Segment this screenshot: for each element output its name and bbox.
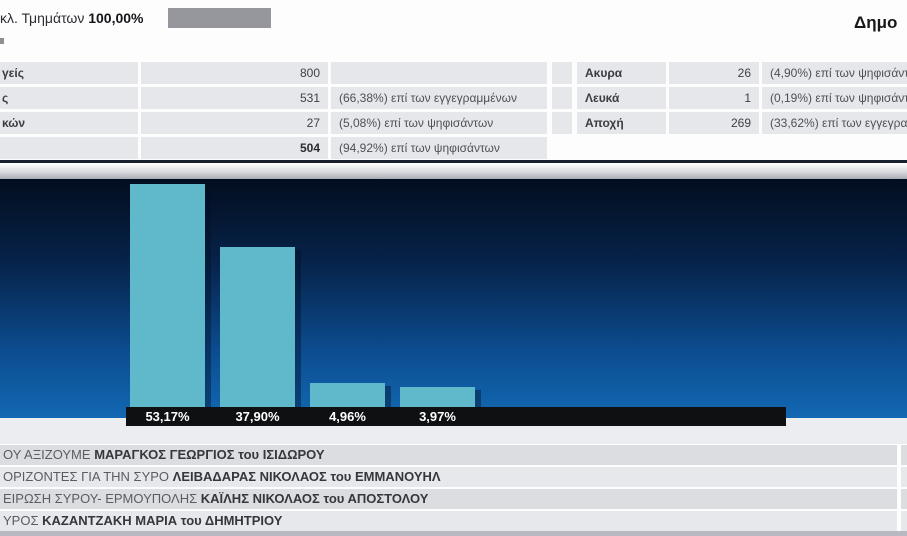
chart-plot-area: 53,17% 37,90% 4,96% 3,97% xyxy=(0,179,907,426)
stat-note xyxy=(331,62,547,84)
stat-label: Αποχή xyxy=(577,112,666,134)
candidate-row[interactable]: ΕΙΡΩΣΗ ΣΥΡΟΥ- ΕΡΜΟΥΠΟΛΗΣ ΚΑΪΛΗΣ ΝΙΚΟΛΑΟΣ… xyxy=(0,489,907,509)
stat-value: 27 xyxy=(141,112,328,134)
integration-label-text: κλ. Τμημάτων xyxy=(0,10,85,26)
clipped-text-fragment xyxy=(0,38,4,44)
candidate-name: ΚΑΪΛΗΣ ΝΙΚΟΛΑΟΣ του ΑΠΟΣΤΟΛΟΥ xyxy=(200,491,429,506)
bar-candidate-3 xyxy=(310,383,385,407)
stat-value: 1 xyxy=(669,87,759,109)
table-row: κών 27 (5,08%) επί των ψηφισάντων Αποχή … xyxy=(0,112,907,134)
stat-value: 269 xyxy=(669,112,759,134)
stat-value: 800 xyxy=(141,62,328,84)
integration-percentage: 100,00% xyxy=(88,10,144,26)
list-bottom-border xyxy=(0,531,907,536)
candidate-name: ΚΑΖΑΝΤΖΑΚΗ ΜΑΡΙΑ του ΔΗΜΗΤΡΙΟΥ xyxy=(42,513,283,528)
candidate-name: ΛΕΙΒΑΔΑΡΑΣ ΝΙΚΟΛΑΟΣ του ΕΜΜΑΝΟΥΗΛ xyxy=(172,469,441,484)
clipped-cell xyxy=(552,62,572,84)
stat-label: Λευκά xyxy=(577,87,666,109)
bar-value-label: 37,90% xyxy=(235,409,280,424)
table-row: ς 531 (66,38%) επί των εγγεγραμμένων Λευ… xyxy=(0,87,907,109)
bar-candidate-4 xyxy=(400,387,475,407)
candidate-entry: ΥΡΟΣ ΚΑΖΑΝΤΖΑΚΗ ΜΑΡΙΑ του ΔΗΜΗΤΡΙΟΥ xyxy=(0,511,897,531)
integration-progress-label: κλ. Τμημάτων 100,00% xyxy=(0,10,144,26)
stat-note: (94,92%) επί των ψηφισάντων xyxy=(331,137,547,159)
table-row: 504 (94,92%) επί των ψηφισάντων xyxy=(0,137,907,159)
bar-value-label: 53,17% xyxy=(145,409,190,424)
stat-label xyxy=(0,137,138,159)
clipped-cell xyxy=(552,112,572,134)
clipped-cell xyxy=(901,445,907,465)
chart-gloss-strip xyxy=(0,163,907,179)
candidate-row[interactable]: ΥΡΟΣ ΚΑΖΑΝΤΖΑΚΗ ΜΑΡΙΑ του ΔΗΜΗΤΡΙΟΥ xyxy=(0,511,907,531)
party-name: ΟΥ ΑΞΙΖΟΥΜΕ xyxy=(3,447,91,462)
bar-value-label: 4,96% xyxy=(329,409,366,424)
candidate-row[interactable]: ΟΥ ΑΞΙΖΟΥΜΕ ΜΑΡΑΓΚΟΣ ΓΕΩΡΓΙΟΣ του ΙΣΙΔΩΡ… xyxy=(0,445,907,465)
party-name: ΕΙΡΩΣΗ ΣΥΡΟΥ- ΕΡΜΟΥΠΟΛΗΣ xyxy=(3,491,198,506)
stat-note: (0,19%) επί των ψηφισάντων xyxy=(762,87,907,109)
bar-candidate-2 xyxy=(220,247,295,407)
clipped-cell xyxy=(552,87,572,109)
stat-value: 531 xyxy=(141,87,328,109)
integration-progress-bar xyxy=(168,8,271,28)
party-name: ΟΡΙΖΟΝΤΕΣ ΓΙΑ ΤΗΝ ΣΥΡΟ xyxy=(3,469,170,484)
clipped-cell xyxy=(901,511,907,531)
results-bar-chart: 53,17% 37,90% 4,96% 3,97% xyxy=(0,160,907,426)
stat-label: γείς xyxy=(0,62,138,84)
stat-label: Ακυρα xyxy=(577,62,666,84)
stat-label: ς xyxy=(0,87,138,109)
party-name: ΥΡΟΣ xyxy=(3,513,39,528)
candidates-list: ΟΥ ΑΞΙΖΟΥΜΕ ΜΑΡΑΓΚΟΣ ΓΕΩΡΓΙΟΣ του ΙΣΙΔΩΡ… xyxy=(0,444,907,536)
candidate-name: ΜΑΡΑΓΚΟΣ ΓΕΩΡΓΙΟΣ του ΙΣΙΔΩΡΟΥ xyxy=(94,447,325,462)
stat-note: (5,08%) επί των ψηφισάντων xyxy=(331,112,547,134)
stat-label: κών xyxy=(0,112,138,134)
bar-value-label: 3,97% xyxy=(419,409,456,424)
stat-value: 504 xyxy=(141,137,328,159)
stat-note: (4,90%) επί των ψηφισάντων xyxy=(762,62,907,84)
clipped-cell xyxy=(901,467,907,487)
table-row: γείς 800 Ακυρα 26 (4,90%) επί των ψηφισά… xyxy=(0,62,907,84)
stat-value: 26 xyxy=(669,62,759,84)
stat-note: (33,62%) επί των εγγεγραμμένων xyxy=(762,112,907,134)
candidate-entry: ΕΙΡΩΣΗ ΣΥΡΟΥ- ΕΡΜΟΥΠΟΛΗΣ ΚΑΪΛΗΣ ΝΙΚΟΛΑΟΣ… xyxy=(0,489,897,509)
statistics-tables: γείς 800 Ακυρα 26 (4,90%) επί των ψηφισά… xyxy=(0,62,907,160)
bar-candidate-1 xyxy=(130,184,205,407)
percentage-band: 53,17% 37,90% 4,96% 3,97% xyxy=(126,407,786,426)
clipped-cell xyxy=(901,489,907,509)
page-title: Δημο xyxy=(854,13,898,32)
candidate-entry: ΟΡΙΖΟΝΤΕΣ ΓΙΑ ΤΗΝ ΣΥΡΟ ΛΕΙΒΑΔΑΡΑΣ ΝΙΚΟΛΑ… xyxy=(0,467,897,487)
stat-note: (66,38%) επί των εγγεγραμμένων xyxy=(331,87,547,109)
candidate-entry: ΟΥ ΑΞΙΖΟΥΜΕ ΜΑΡΑΓΚΟΣ ΓΕΩΡΓΙΟΣ του ΙΣΙΔΩΡ… xyxy=(0,445,897,465)
candidate-row[interactable]: ΟΡΙΖΟΝΤΕΣ ΓΙΑ ΤΗΝ ΣΥΡΟ ΛΕΙΒΑΔΑΡΑΣ ΝΙΚΟΛΑ… xyxy=(0,467,907,487)
chart-top-border xyxy=(0,160,907,163)
